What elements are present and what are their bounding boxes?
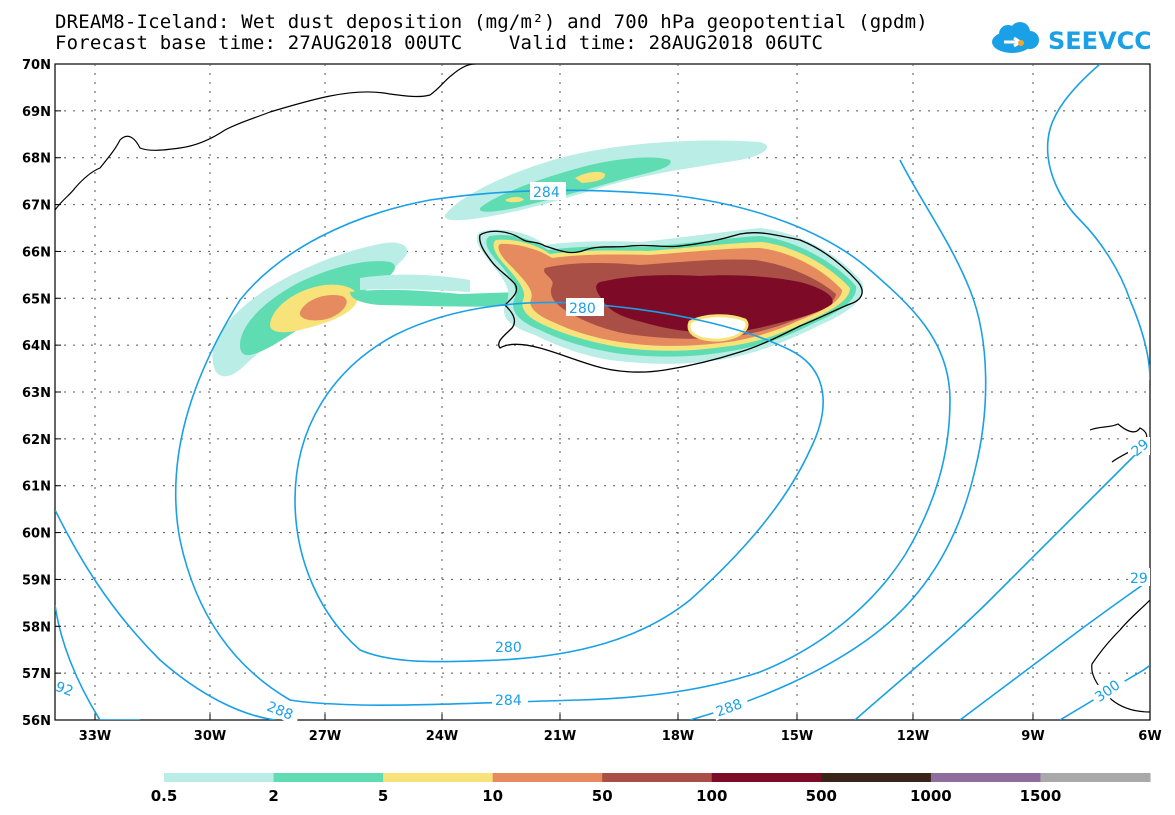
lat-label: 63N: [22, 386, 51, 401]
lat-label: 68N: [22, 152, 51, 167]
lon-label: 9W: [1021, 729, 1044, 744]
contour-288-sw: [55, 509, 276, 720]
colorbar-label: 10: [482, 787, 503, 805]
contour-296-east: [959, 579, 1150, 720]
lon-label: 21W: [544, 729, 576, 744]
colorbar-label: 1500: [1020, 787, 1062, 805]
plume-north-lvl3: [505, 171, 606, 203]
lat-label: 70N: [22, 58, 51, 73]
lat-label: 58N: [22, 620, 51, 635]
lat-label: 69N: [22, 105, 51, 120]
colorbar-label: 50: [592, 787, 613, 805]
iceland-lvl6: [596, 275, 833, 334]
lat-label: 60N: [22, 527, 51, 542]
contour-288: [55, 604, 140, 720]
contour-284: [174, 189, 951, 706]
lon-label: 33W: [79, 729, 111, 744]
colorbar-label: 0.5: [151, 787, 178, 805]
dust-deposition-field: [212, 140, 864, 377]
lat-label: 57N: [22, 667, 51, 682]
contour-label: 284: [533, 185, 560, 201]
lat-label: 65N: [22, 292, 51, 307]
colorbar-label: 5: [378, 787, 388, 805]
logo-text: SEEVCCC: [1048, 27, 1150, 55]
lat-label: 59N: [22, 573, 51, 588]
lon-label: 15W: [781, 729, 813, 744]
lon-label: 18W: [662, 729, 694, 744]
lat-label: 66N: [22, 245, 51, 260]
contour-far-east: [1046, 64, 1150, 381]
forecast-times: Forecast base time: 27AUG2018 00UTC Vali…: [55, 32, 824, 54]
contour-label: 280: [495, 640, 522, 656]
lat-label: 67N: [22, 199, 51, 214]
contour-300-east: [1059, 664, 1150, 720]
colorbar-label: 1000: [910, 787, 952, 805]
colorbar-labels: 0.5 2 5 10 50 100 500 1000 1500: [151, 787, 1062, 805]
seevccc-logo: SEEVCCC: [992, 22, 1150, 55]
cloud-icon: [992, 22, 1039, 53]
contour-label: 280: [569, 301, 596, 317]
lon-label: 24W: [426, 729, 458, 744]
colorbar-segment: [164, 773, 275, 782]
colorbar-label: 100: [696, 787, 727, 805]
plume-north-lvl2: [479, 157, 671, 212]
geopotential-contours: [55, 64, 1150, 720]
colorbar-segment: [492, 773, 603, 782]
lat-label: 61N: [22, 480, 51, 495]
colorbar-label: 500: [806, 787, 837, 805]
lon-label: 27W: [309, 729, 341, 744]
plume-west-lvl4: [299, 294, 347, 321]
plume-bridge-light: [360, 274, 470, 292]
contour-label: 92: [53, 679, 75, 700]
lat-label: 64N: [22, 339, 51, 354]
colorbar: [164, 773, 1151, 782]
plume-bridge: [350, 289, 520, 307]
colorbar-segment: [711, 773, 822, 782]
contour-label: 29: [1130, 571, 1148, 587]
iceland-coastline: [479, 230, 863, 373]
contour-280-inner: [294, 301, 824, 663]
colorbar-segment: [1040, 773, 1151, 782]
colorbar-segment: [602, 773, 713, 782]
lon-label: 30W: [194, 729, 226, 744]
latitude-labels: 70N 69N 68N 67N 66N 65N 64N 63N 62N 61N 60N 59N 58N 5…: [22, 58, 61, 729]
colorbar-segment: [383, 773, 494, 782]
lat-label: 62N: [22, 433, 51, 448]
lon-label: 6W: [1138, 729, 1161, 744]
contour-292-east: [854, 439, 1150, 720]
contour-label: 284: [495, 693, 522, 709]
contour-288-east: [689, 159, 987, 720]
lon-label: 12W: [897, 729, 929, 744]
colorbar-segment: [821, 773, 932, 782]
scotland-coastline: [1091, 599, 1150, 713]
colorbar-label: 2: [268, 787, 278, 805]
lat-label: 56N: [22, 714, 51, 729]
longitude-labels: 33W 30W 27W 24W 21W 18W 15W 12W 9W 6W: [79, 714, 1162, 744]
greenland-coastline: [55, 64, 476, 211]
colorbar-segment: [930, 773, 1041, 782]
map-title: DREAM8-Iceland: Wet dust deposition (mg/…: [55, 11, 928, 33]
colorbar-segment: [273, 773, 384, 782]
